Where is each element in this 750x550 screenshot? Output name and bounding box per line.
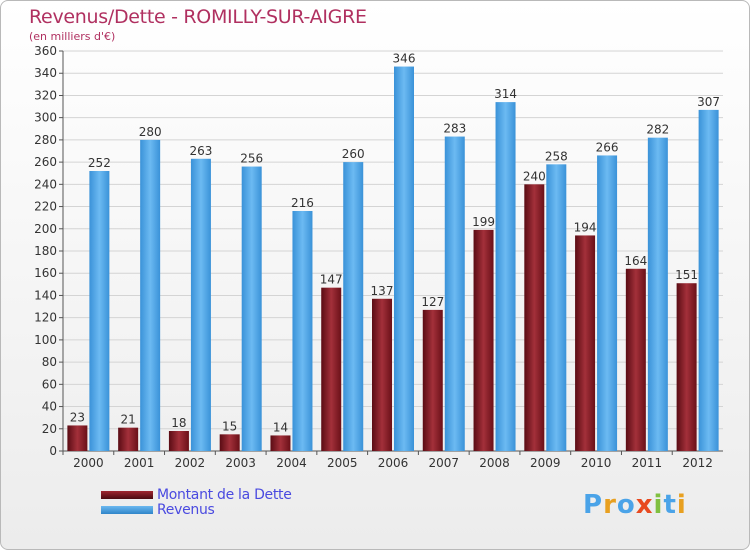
legend-label-debt: Montant de la Dette — [157, 486, 292, 503]
chart-legend: Montant de la Dette Revenus — [101, 486, 292, 518]
bar-debt — [676, 283, 697, 451]
bar-debt — [372, 298, 392, 451]
data-label-revenue: 314 — [494, 87, 517, 101]
data-label-revenue: 283 — [443, 122, 466, 136]
data-label-debt: 147 — [320, 273, 343, 287]
data-label-revenue: 307 — [697, 95, 720, 109]
x-tick-label: 2007 — [428, 456, 459, 470]
bar-revenue — [698, 109, 719, 451]
y-tick-label: 280 — [34, 133, 57, 147]
chart-title: Revenus/Dette - ROMILLY-SUR-AIGRE — [29, 6, 367, 28]
x-tick-label: 2010 — [581, 456, 612, 470]
data-label-debt: 127 — [421, 295, 444, 309]
y-tick-label: 240 — [34, 177, 57, 191]
data-label-debt: 18 — [171, 416, 186, 430]
y-tick-label: 360 — [34, 44, 57, 58]
data-label-debt: 194 — [574, 220, 597, 234]
y-tick-label: 200 — [34, 222, 57, 236]
proxiti-logo: Proxiti — [583, 490, 687, 520]
y-tick-label: 220 — [34, 200, 57, 214]
data-label-debt: 199 — [472, 215, 495, 229]
y-tick-label: 20 — [42, 422, 57, 436]
bar-debt — [321, 287, 342, 451]
x-tick-label: 2002 — [175, 456, 206, 470]
bar-revenue — [495, 102, 516, 451]
y-tick-label: 140 — [34, 288, 57, 302]
bar-debt — [270, 435, 291, 451]
y-tick-label: 300 — [34, 111, 57, 125]
data-label-revenue: 280 — [139, 125, 162, 139]
data-label-revenue: 266 — [596, 140, 619, 154]
data-label-debt: 23 — [70, 410, 85, 424]
bar-revenue — [546, 164, 567, 452]
data-label-revenue: 260 — [342, 147, 365, 161]
legend-item-revenue: Revenus — [101, 501, 292, 518]
chart-subtitle: (en milliers d'€) — [29, 30, 116, 43]
y-tick-label: 60 — [42, 377, 57, 391]
x-tick-label: 2001 — [124, 456, 155, 470]
y-tick-label: 100 — [34, 333, 57, 347]
bar-revenue — [241, 166, 262, 452]
bar-revenue — [292, 211, 313, 451]
data-label-revenue: 346 — [393, 52, 416, 66]
x-tick-label: 2008 — [479, 456, 510, 470]
x-tick-label: 2012 — [682, 456, 713, 470]
data-label-revenue: 216 — [291, 196, 314, 210]
bar-revenue — [343, 162, 364, 451]
x-tick-label: 2011 — [632, 456, 663, 470]
data-label-revenue: 282 — [646, 123, 669, 137]
legend-swatch-revenue — [101, 505, 153, 514]
y-tick-label: 80 — [42, 355, 57, 369]
bar-debt — [524, 184, 545, 452]
bar-debt — [67, 425, 88, 451]
bar-debt — [575, 235, 596, 451]
bar-debt — [625, 268, 646, 451]
bar-revenue — [89, 171, 110, 451]
y-tick-label: 260 — [34, 155, 57, 169]
data-label-debt: 151 — [675, 268, 698, 282]
legend-item-debt: Montant de la Dette — [101, 486, 292, 503]
y-tick-label: 0 — [49, 444, 57, 458]
data-label-revenue: 258 — [545, 149, 568, 163]
data-label-debt: 14 — [273, 420, 288, 434]
bar-debt — [473, 229, 494, 451]
y-tick-label: 180 — [34, 244, 57, 258]
x-tick-label: 2005 — [327, 456, 358, 470]
y-tick-label: 320 — [34, 88, 57, 102]
bar-debt — [422, 309, 443, 451]
bar-debt — [219, 434, 240, 451]
x-tick-label: 2003 — [225, 456, 256, 470]
bar-revenue — [444, 136, 465, 452]
legend-swatch-debt — [101, 490, 153, 499]
bar-debt — [118, 427, 139, 451]
y-tick-label: 160 — [34, 266, 57, 280]
data-label-debt: 21 — [121, 413, 136, 427]
x-tick-label: 2004 — [276, 456, 307, 470]
x-tick-label: 2009 — [530, 456, 561, 470]
data-label-revenue: 263 — [189, 144, 212, 158]
x-tick-label: 2006 — [378, 456, 409, 470]
data-label-debt: 240 — [523, 169, 546, 183]
x-tick-label: 2000 — [73, 456, 104, 470]
bar-revenue — [190, 158, 211, 451]
bar-revenue — [597, 155, 618, 451]
bar-debt — [168, 431, 189, 451]
y-tick-label: 40 — [42, 400, 57, 414]
y-tick-label: 120 — [34, 311, 57, 325]
data-label-revenue: 252 — [88, 156, 111, 170]
data-label-debt: 164 — [624, 254, 647, 268]
bar-revenue — [647, 137, 668, 451]
bar-revenue — [140, 139, 161, 451]
y-tick-label: 340 — [34, 66, 57, 80]
data-label-debt: 137 — [371, 284, 394, 298]
data-label-debt: 15 — [222, 419, 237, 433]
bar-revenue — [394, 66, 414, 452]
data-label-revenue: 256 — [240, 152, 263, 166]
legend-label-revenue: Revenus — [157, 501, 215, 518]
